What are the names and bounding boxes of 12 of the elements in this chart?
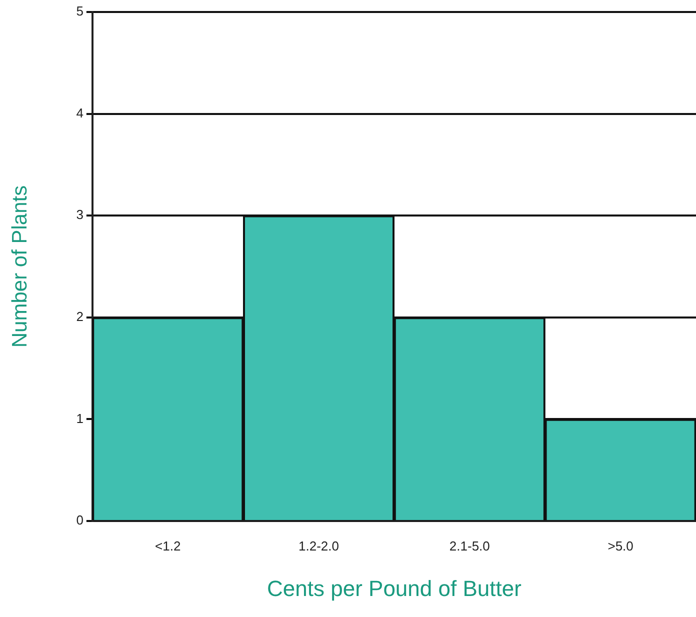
y-tick-label: 4 [76, 105, 84, 120]
y-tick-label: 5 [76, 4, 84, 19]
x-tick-label: >5.0 [608, 538, 634, 554]
x-tick-label: <1.2 [155, 538, 181, 554]
y-axis-title: Number of Plants [8, 185, 32, 348]
y-tick-label: 2 [76, 308, 84, 324]
x-tick-label: 2.1-5.0 [449, 538, 490, 554]
y-tick-label: 1 [76, 410, 84, 426]
x-axis-title: Cents per Pound of Butter [267, 576, 522, 601]
y-tick-label: 3 [76, 207, 84, 222]
y-tick-label: 0 [76, 512, 84, 528]
x-tick-label: 1.2-2.0 [298, 538, 340, 554]
